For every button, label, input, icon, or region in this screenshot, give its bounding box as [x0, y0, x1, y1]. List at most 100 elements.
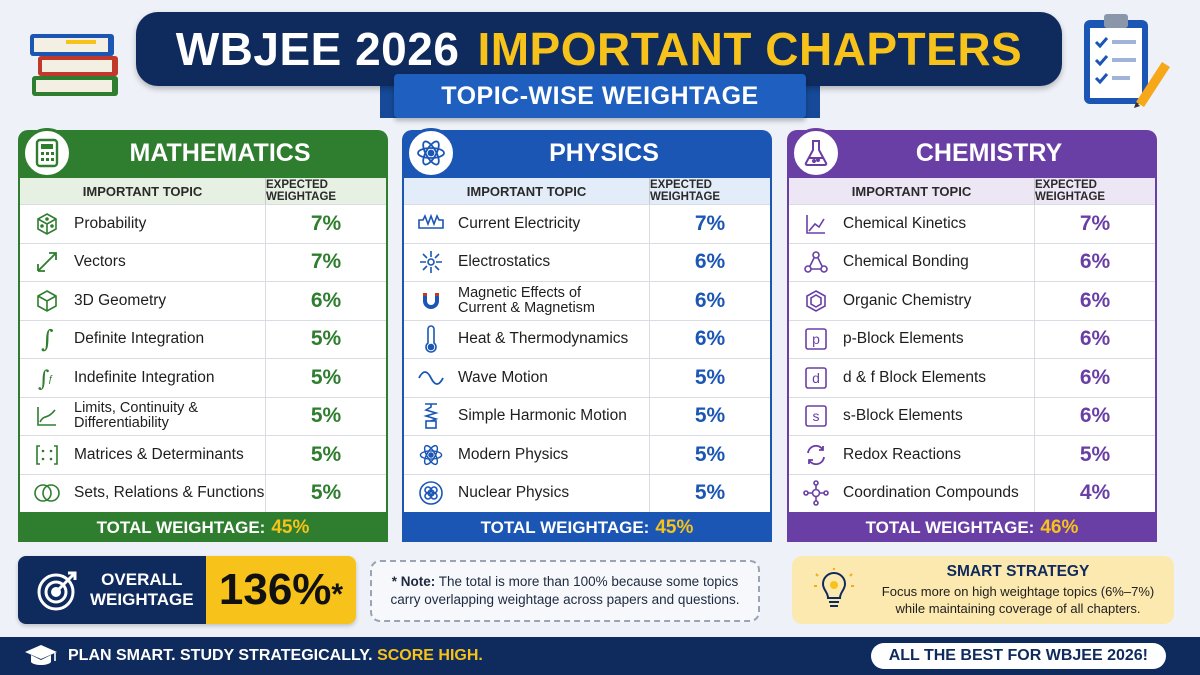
topic-name: Coordination Compounds: [843, 484, 1019, 502]
topic-name: p-Block Elements: [843, 330, 964, 348]
table-row: Organic Chemistry 6%: [789, 281, 1155, 320]
overall-percent: 136%: [218, 565, 332, 614]
integral-icon: ∫: [20, 321, 74, 359]
overall-value: 136%*: [219, 565, 343, 615]
weightage-value: 7%: [310, 250, 342, 274]
nucleus-icon: [404, 475, 458, 513]
d-block-icon: d: [789, 359, 843, 397]
weightage-value: 6%: [1079, 288, 1111, 312]
topic-column-header: IMPORTANT TOPIC: [789, 178, 1035, 204]
weightage-value: 5%: [310, 404, 342, 428]
topic-name: d & f Block Elements: [843, 368, 987, 386]
table-header: IMPORTANT TOPIC EXPECTED WEIGHTAGE: [404, 178, 770, 204]
topic-line-2: Current & Magnetism: [458, 299, 595, 316]
title-exam: WBJEE 2026: [175, 23, 460, 75]
books-icon: [30, 34, 118, 96]
svg-text:∫: ∫: [38, 367, 50, 391]
spark-icon: [404, 244, 458, 282]
topic-name: Redox Reactions: [843, 445, 962, 463]
block-letter: p: [812, 331, 820, 347]
cycle-arrows-icon: [789, 436, 843, 474]
molecule-icon: [789, 244, 843, 282]
note-label: * Note:: [391, 573, 436, 589]
table-row: Chemical Bonding 6%: [789, 242, 1155, 282]
svg-text:∫: ∫: [41, 326, 54, 352]
topic-name: Current Electricity: [458, 214, 581, 232]
graduation-cap-icon: [24, 641, 60, 671]
dice-icon: [20, 205, 74, 243]
weightage-value: 6%: [310, 288, 342, 312]
complex-icon: [789, 475, 843, 513]
chemistry-table: IMPORTANT TOPIC EXPECTED WEIGHTAGE Chemi…: [787, 176, 1157, 514]
table-header: IMPORTANT TOPIC EXPECTED WEIGHTAGE: [20, 178, 386, 204]
wave-icon: [404, 359, 458, 397]
topic-name: Probability: [74, 214, 147, 232]
total-label: TOTAL WEIGHTAGE:: [480, 518, 650, 537]
topic-name: Simple Harmonic Motion: [458, 407, 627, 425]
target-icon: [37, 571, 77, 611]
block-letter: d: [812, 370, 820, 386]
topic-column-header: IMPORTANT TOPIC: [404, 178, 650, 204]
table-row: ∫ ƒ Indefinite Integration 5%: [20, 358, 386, 397]
mathematics-header: MATHEMATICS: [18, 128, 388, 178]
s-block-icon: s: [789, 398, 843, 436]
topic-name: Definite Integration: [74, 330, 205, 348]
chemistry-header: CHEMISTRY: [787, 128, 1157, 178]
atom-icon: [406, 128, 456, 178]
table-row: Modern Physics 5%: [404, 435, 770, 474]
graph-icon: [20, 398, 74, 436]
table-row: 3D Geometry 6%: [20, 281, 386, 320]
table-row: Coordination Compounds 4%: [789, 473, 1155, 513]
physics-table: IMPORTANT TOPIC EXPECTED WEIGHTAGE Curre…: [402, 176, 772, 514]
table-row: Probability 7%: [20, 204, 386, 243]
mathematics-table: IMPORTANT TOPIC EXPECTED WEIGHTAGE Proba…: [18, 176, 388, 514]
note-text: The total is more than 100% because some…: [390, 573, 740, 607]
title-chapters: IMPORTANT CHAPTERS: [477, 23, 1023, 75]
physics-header: PHYSICS: [402, 128, 772, 178]
strategy-text: Focus more on high weightage topics (6%–…: [881, 583, 1155, 616]
weightage-value: 4%: [1079, 481, 1111, 505]
table-row: Sets, Relations & Functions 5%: [20, 473, 386, 513]
p-block-icon: p: [789, 321, 843, 359]
weightage-value: 6%: [1079, 404, 1111, 428]
table-row: Chemical Kinetics 7%: [789, 204, 1155, 243]
topic-name: Modern Physics: [458, 445, 569, 463]
slogan-main: PLAN SMART. STUDY STRATEGICALLY.: [68, 647, 373, 664]
weightage-value: 5%: [310, 327, 342, 351]
table-row: Magnetic Effects of Current & Magnetism 6…: [404, 281, 770, 320]
topic-column-header: IMPORTANT TOPIC: [20, 178, 266, 204]
weightage-value: 5%: [1079, 442, 1111, 466]
overall-label-line-2: WEIGHTAGE: [90, 590, 194, 609]
topic-name: 3D Geometry: [74, 291, 167, 309]
table-row: Wave Motion 5%: [404, 358, 770, 397]
matrix-icon: [20, 436, 74, 474]
cube-icon: [20, 282, 74, 320]
topic-name: s-Block Elements: [843, 407, 963, 425]
table-row: d d & f Block Elements 6%: [789, 358, 1155, 397]
indefinite-integral-icon: ∫ ƒ: [20, 359, 74, 397]
title-banner: WBJEE 2026 IMPORTANT CHAPTERS: [136, 12, 1062, 86]
magnet-icon: [404, 282, 458, 320]
vector-arrow-icon: [20, 244, 74, 282]
table-row: ∫ Definite Integration 5%: [20, 319, 386, 359]
mathematics-panel: MATHEMATICS IMPORTANT TOPIC EXPECTED WEI…: [18, 128, 388, 542]
overall-label: OVERALL WEIGHTAGE: [90, 570, 194, 611]
block-letter: s: [813, 408, 820, 424]
footer-bar: PLAN SMART. STUDY STRATEGICALLY. SCORE H…: [0, 637, 1200, 675]
topic-name: Vectors: [74, 253, 126, 271]
weightage-value: 5%: [694, 365, 726, 389]
weightage-column-header: EXPECTED WEIGHTAGE: [1035, 179, 1106, 203]
table-row: Vectors 7%: [20, 242, 386, 282]
table-header: IMPORTANT TOPIC EXPECTED WEIGHTAGE: [789, 178, 1155, 204]
thermometer-icon: [404, 321, 458, 359]
topic-name: Matrices & Determinants: [74, 445, 244, 463]
physics-panel: PHYSICS IMPORTANT TOPIC EXPECTED WEIGHTA…: [402, 128, 772, 542]
footer-slogan: PLAN SMART. STUDY STRATEGICALLY. SCORE H…: [68, 647, 483, 665]
weightage-value: 5%: [694, 404, 726, 428]
weightage-value: 6%: [694, 327, 726, 351]
topic-name: Chemical Bonding: [843, 253, 969, 271]
table-row: Redox Reactions 5%: [789, 435, 1155, 474]
chemistry-title: CHEMISTRY: [915, 138, 1063, 167]
overall-label-line-1: OVERALL: [101, 569, 183, 589]
venn-icon: [20, 475, 74, 513]
